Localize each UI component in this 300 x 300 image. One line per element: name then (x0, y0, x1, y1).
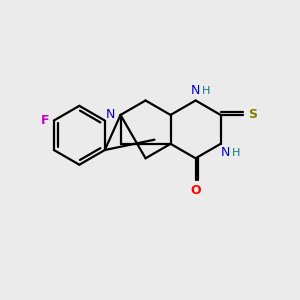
Text: H: H (202, 86, 210, 96)
Text: H: H (232, 148, 240, 158)
Text: N: N (220, 146, 230, 159)
Text: N: N (106, 108, 115, 122)
Text: N: N (190, 84, 200, 97)
Text: F: F (41, 114, 49, 127)
Text: O: O (190, 184, 201, 197)
Text: S: S (248, 108, 256, 122)
